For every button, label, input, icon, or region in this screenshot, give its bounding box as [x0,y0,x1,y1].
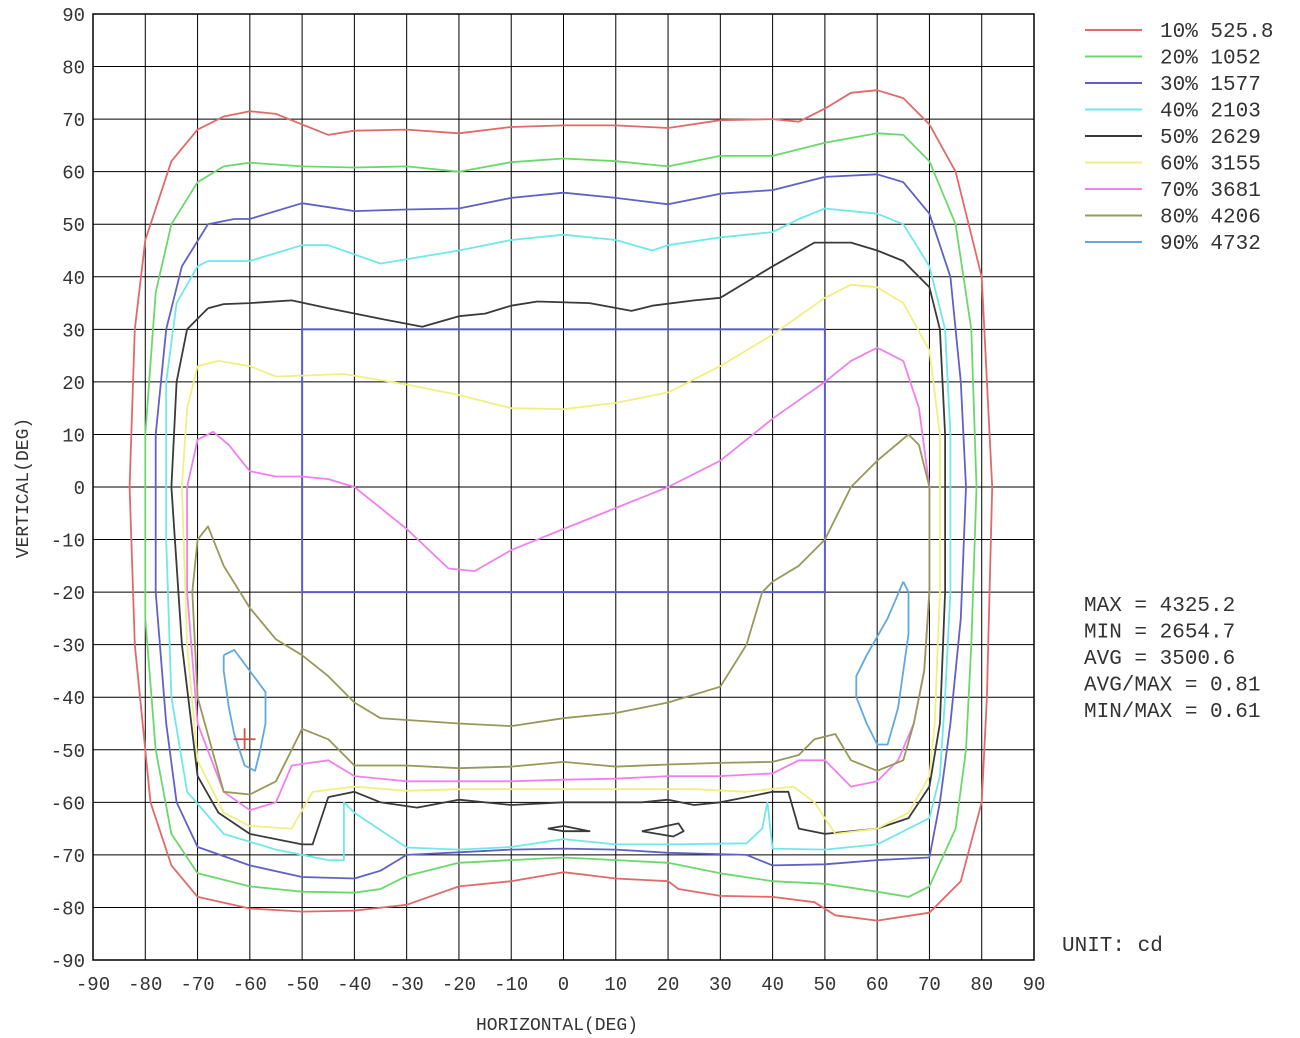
x-tick-label: 60 [866,974,889,996]
x-tick-label: -30 [390,974,424,996]
y-tick-label: 80 [62,58,85,80]
x-tick-label: -60 [233,974,267,996]
x-tick-label: 70 [918,974,941,996]
contour-curves [128,89,994,922]
y-tick-label: 60 [62,163,85,185]
contour-70pct [186,346,931,812]
y-tick-label: -80 [51,898,85,920]
target-zone-rect [301,328,826,594]
x-tick-label: 0 [558,974,569,996]
stats-panel: MAX = 4325.2 MIN = 2654.7 AVG = 3500.6 AVG/… [1084,595,1260,724]
y-tick-label: -40 [51,688,85,710]
legend-label: 30% 1577 [1160,74,1261,97]
x-tick-label: -10 [494,974,528,996]
max-marker-layer [233,728,256,751]
contour-30pct [154,173,967,880]
contour-50pct [170,241,946,846]
x-tick-label: -40 [337,974,371,996]
y-tick-label: 0 [74,478,85,500]
legend-label: 80% 4206 [1160,207,1261,230]
y-tick-label: -20 [51,583,85,605]
contour-10pct [128,89,994,922]
y-tick-label: 50 [62,215,85,237]
y-tick-label: 10 [62,425,85,447]
y-tick-label: -60 [51,793,85,815]
y-tick-label: -30 [51,636,85,658]
stat-line: MIN = 2654.7 [1084,622,1235,645]
stat-line: AVG/MAX = 0.81 [1084,675,1260,698]
legend-label: 70% 3681 [1160,180,1261,203]
y-axis-ticks: 90 80 70 60 50 40 30 20 10 0 -10 -20 -30 -40 -50 -60 -70… [51,5,85,973]
contour-60pct [181,283,941,835]
x-tick-label: -70 [180,974,214,996]
y-tick-label: 90 [62,5,85,27]
x-tick-label: 30 [709,974,732,996]
x-tick-label: -20 [442,974,476,996]
x-axis-ticks: -90 -80 -70 -60 -50 -40 -30 -20 -10 0 10 20 30 40 50 60… [76,974,1046,996]
x-tick-label: -90 [76,974,110,996]
x-tick-label: -50 [285,974,319,996]
contour-extra [641,822,685,838]
x-axis-title: HORIZONTAL(DEG) [476,1016,638,1036]
y-tick-label: -90 [51,951,85,973]
y-tick-label: 30 [62,320,85,342]
x-tick-label: 20 [657,974,680,996]
y-tick-label: -10 [51,531,85,553]
contour-90pct [855,581,910,746]
y-tick-label: -50 [51,741,85,763]
target-zone-layer [301,328,826,594]
stat-line: AVG = 3500.6 [1084,648,1235,671]
y-tick-label: 70 [62,110,85,132]
legend-label: 50% 2629 [1160,127,1261,150]
y-tick-label: 20 [62,373,85,395]
stat-line: MAX = 4325.2 [1084,595,1235,618]
legend-label: 90% 4732 [1160,233,1261,256]
contour-40pct [165,207,952,861]
contour-20pct [144,132,978,898]
x-tick-label: 80 [970,974,993,996]
y-tick-label: -70 [51,846,85,868]
contour-80pct [191,433,931,796]
legend-label: 60% 3155 [1160,154,1261,177]
y-axis-title: VERTICAL(DEG) [14,418,34,558]
x-tick-label: 90 [1023,974,1046,996]
x-tick-label: 40 [761,974,784,996]
x-tick-label: 10 [604,974,627,996]
contour-extra [547,825,591,833]
unit-label: UNIT: cd [1062,935,1163,958]
legend-label: 40% 2103 [1160,101,1261,124]
legend-label: 10% 525.8 [1160,21,1273,44]
legend: 10% 525.8 20% 1052 30% 1577 40% 2103 50% 262… [1085,21,1273,256]
x-tick-label: -80 [128,974,162,996]
stat-line: MIN/MAX = 0.61 [1084,701,1260,724]
legend-label: 20% 1052 [1160,48,1261,71]
contour-90pct [222,649,267,772]
x-tick-label: 50 [813,974,836,996]
y-tick-label: 40 [62,268,85,290]
